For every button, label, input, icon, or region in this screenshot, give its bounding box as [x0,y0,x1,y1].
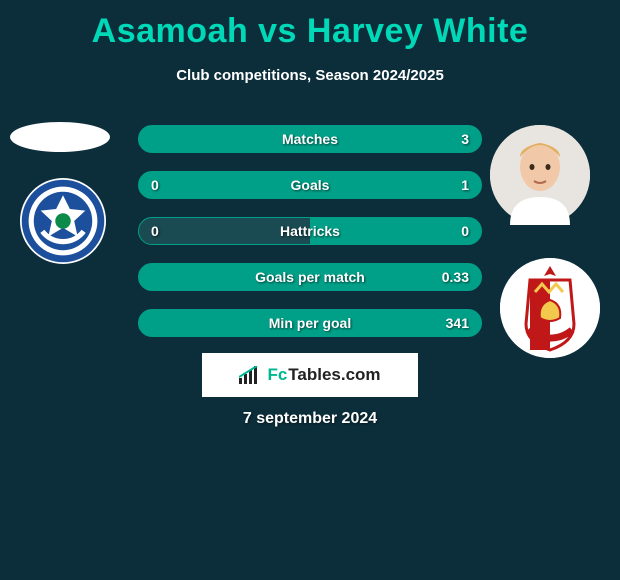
stat-row: Min per goal 341 [138,309,482,337]
stat-row: 0 Goals 1 [138,171,482,199]
stat-value-left: 0 [151,223,159,239]
stat-label: Min per goal [269,315,351,331]
stat-label: Goals [291,177,330,193]
date-label: 7 september 2024 [243,410,377,428]
page-subtitle: Club competitions, Season 2024/2025 [0,67,620,84]
stats-container: Matches 3 0 Goals 1 0 Hattricks 0 Goals per matc… [138,125,482,355]
player-right-avatar [490,125,590,225]
stevenage-crest-icon [500,258,600,358]
branding-suffix: Tables.com [288,365,380,385]
stat-label: Goals per match [255,269,365,285]
stat-row: 0 Hattricks 0 [138,217,482,245]
stat-value-right: 341 [446,315,469,331]
stat-row: Goals per match 0.33 [138,263,482,291]
stat-label: Matches [282,131,338,147]
stat-value-right: 3 [461,131,469,147]
stat-value-left: 0 [151,177,159,193]
club-crest-right [500,258,600,358]
player-right-avatar-icon [490,125,590,225]
branding-badge: FcTables.com [202,353,418,397]
branding-prefix: Fc [267,365,287,385]
stat-value-right: 0 [461,223,469,239]
stat-label: Hattricks [280,223,340,239]
stat-value-right: 0.33 [442,269,469,285]
player-left-avatar [10,122,110,152]
stat-row: Matches 3 [138,125,482,153]
stat-value-right: 1 [461,177,469,193]
bar-chart-icon [239,366,261,384]
page-title: Asamoah vs Harvey White [0,0,620,51]
wigan-crest-icon [20,178,106,264]
club-crest-left [20,178,106,264]
